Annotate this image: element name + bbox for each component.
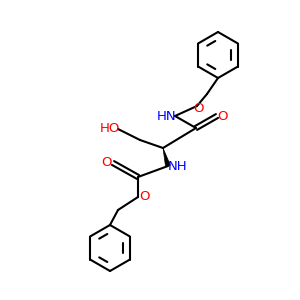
Text: O: O [193,103,203,116]
Text: HN: HN [157,110,177,122]
Text: O: O [139,190,149,203]
Text: HO: HO [100,122,120,136]
Text: NH: NH [168,160,188,172]
Text: O: O [102,157,112,169]
Polygon shape [163,148,170,167]
Text: O: O [217,110,227,122]
